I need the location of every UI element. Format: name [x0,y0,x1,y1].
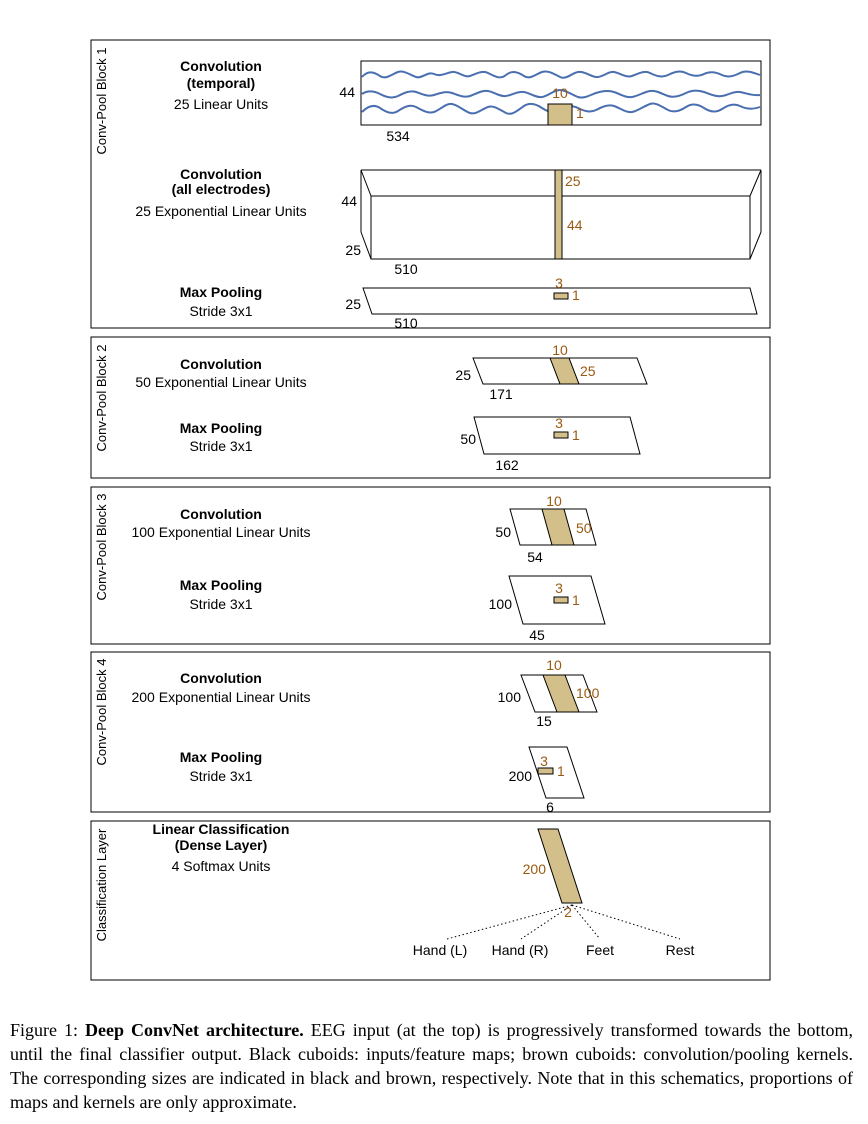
b1-conv-spatial-width-label: 510 [394,261,418,277]
temporal-conv-kernel [547,103,573,126]
b4-conv-width-label: 15 [536,713,552,729]
b4-conv-depth-label: 100 [498,689,522,705]
b4-conv-kernel [542,674,580,713]
output-hand-right: Hand (R) [492,942,549,958]
b2-pool-title: Max Pooling [180,420,262,436]
classification-frame [90,820,771,981]
output-rest: Rest [666,942,695,958]
b2-pool-stride: Stride 3x1 [189,438,252,454]
b1-pool-stride: Stride 3x1 [189,303,252,319]
b1-conv-spatial-height-label: 44 [341,193,357,209]
b2-conv-units: 50 Exponential Linear Units [135,374,306,390]
output-connections [446,904,681,940]
b2-conv-depth-label: 25 [455,367,471,383]
block-1-frame [90,39,771,329]
spatial-conv-kernel [554,169,563,260]
block-3-side-label: Conv-Pool Block 3 [94,494,109,601]
block-2-frame [90,336,771,479]
b2-pool-depth-label: 50 [460,431,476,447]
cls-title-2: (Dense Layer) [175,837,268,853]
b3-pool-width-label: 45 [529,627,545,643]
dense-kernel [537,828,583,904]
classification-side-label: Classification Layer [94,828,109,941]
b1-conv-temporal-title-1: Convolution [180,58,262,74]
b2-conv-title: Convolution [180,356,262,372]
b1-conv-temporal-width-label: 534 [386,128,410,144]
b1-pool-map [362,287,758,315]
b3-conv-depth-label: 50 [495,524,511,540]
block-1-side-label: Conv-Pool Block 1 [94,48,109,155]
b3-pool-kernel-w-label: 3 [555,580,563,596]
b1-pool-kernel [553,292,569,300]
b2-pool-kernel [553,431,569,439]
b2-pool-kernel-w-label: 3 [555,415,563,431]
b1-conv-spatial-units: 25 Exponential Linear Units [135,203,306,219]
b1-kernel-width-label: 10 [552,85,568,101]
b4-pool-stride: Stride 3x1 [189,768,252,784]
b3-pool-depth-label: 100 [489,596,513,612]
b2-pool-kernel-h-label: 1 [572,427,580,443]
b1-pool-kernel-w-label: 3 [555,275,563,291]
dense-kernel-width-label: 2 [564,904,572,920]
b4-pool-width-label: 6 [546,799,554,815]
b3-conv-units: 100 Exponential Linear Units [131,524,310,540]
b1-conv-spatial-depth-label: 25 [345,242,361,258]
b2-conv-kernel-depth-label: 25 [580,363,596,379]
b1-spatial-kernel-height-label: 44 [567,217,583,233]
b1-pool-depth-label: 25 [345,296,361,312]
b2-conv-kernel [549,357,580,385]
b3-conv-width-label: 54 [527,549,543,565]
b4-conv-kernel-w-label: 10 [546,657,562,673]
output-feet: Feet [586,942,614,958]
cls-title-1: Linear Classification [153,821,290,837]
output-hand-left: Hand (L) [413,942,467,958]
b1-spatial-kernel-depth-label: 25 [565,173,581,189]
b4-pool-title: Max Pooling [180,749,262,765]
b3-pool-kernel [553,596,569,604]
b1-pool-width-label: 510 [394,315,418,331]
b3-pool-title: Max Pooling [180,577,262,593]
b3-pool-stride: Stride 3x1 [189,596,252,612]
b4-pool-kernel [537,767,554,775]
b4-pool-kernel-h-label: 1 [557,763,565,779]
b3-conv-title: Convolution [180,506,262,522]
b1-conv-temporal-height-label: 44 [339,84,355,100]
b1-kernel-height-label: 1 [576,105,584,121]
block-4-side-label: Conv-Pool Block 4 [94,659,109,766]
b2-pool-width-label: 162 [495,457,519,473]
eeg-signal-wave-1 [361,70,761,79]
b1-conv-temporal-units: 25 Linear Units [174,96,268,112]
b1-conv-spatial-title-2: (all electrodes) [172,181,271,197]
block-3-frame [90,486,771,645]
b3-conv-kernel-w-label: 10 [546,493,562,509]
b1-pool-kernel-h-label: 1 [572,287,580,303]
b3-pool-kernel-h-label: 1 [572,592,580,608]
convnet-diagram: Conv-Pool Block 1 Conv-Pool Block 2 Conv… [90,39,771,981]
figure-caption: Figure 1: Deep ConvNet architecture. EEG… [10,1018,853,1114]
b4-conv-kernel-depth-label: 100 [576,685,600,701]
block-4-frame [90,651,771,813]
dense-kernel-depth-label: 200 [523,861,547,877]
b1-pool-title: Max Pooling [180,284,262,300]
b2-conv-width-label: 171 [489,386,513,402]
b4-conv-title: Convolution [180,670,262,686]
cls-units: 4 Softmax Units [172,858,271,874]
eeg-signal-wave-2 [361,88,761,99]
caption-prefix: Figure 1: [10,1020,85,1040]
block-2-side-label: Conv-Pool Block 2 [94,345,109,452]
b4-pool-depth-label: 200 [509,768,533,784]
b4-pool-kernel-w-label: 3 [540,753,548,769]
b3-conv-kernel [541,508,575,546]
caption-bold-title: Deep ConvNet architecture. [84,1020,304,1040]
b4-conv-units: 200 Exponential Linear Units [131,689,310,705]
caption-text: EEG input (at the top) is progressively … [10,1020,854,1112]
b2-conv-kernel-w-label: 10 [552,342,568,358]
b1-conv-spatial-title-1: Convolution [180,166,262,182]
b1-conv-temporal-title-2: (temporal) [187,75,255,91]
b4-pool-map [528,746,585,799]
b3-conv-kernel-depth-label: 50 [576,520,592,536]
